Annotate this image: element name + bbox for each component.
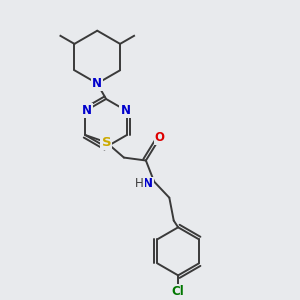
Text: Cl: Cl [172, 285, 184, 298]
Text: N: N [120, 104, 130, 117]
Text: N: N [92, 77, 102, 90]
Text: H: H [135, 177, 144, 190]
Text: O: O [155, 130, 165, 144]
Text: N: N [143, 177, 153, 190]
Text: S: S [101, 136, 111, 149]
Text: N: N [82, 104, 92, 117]
